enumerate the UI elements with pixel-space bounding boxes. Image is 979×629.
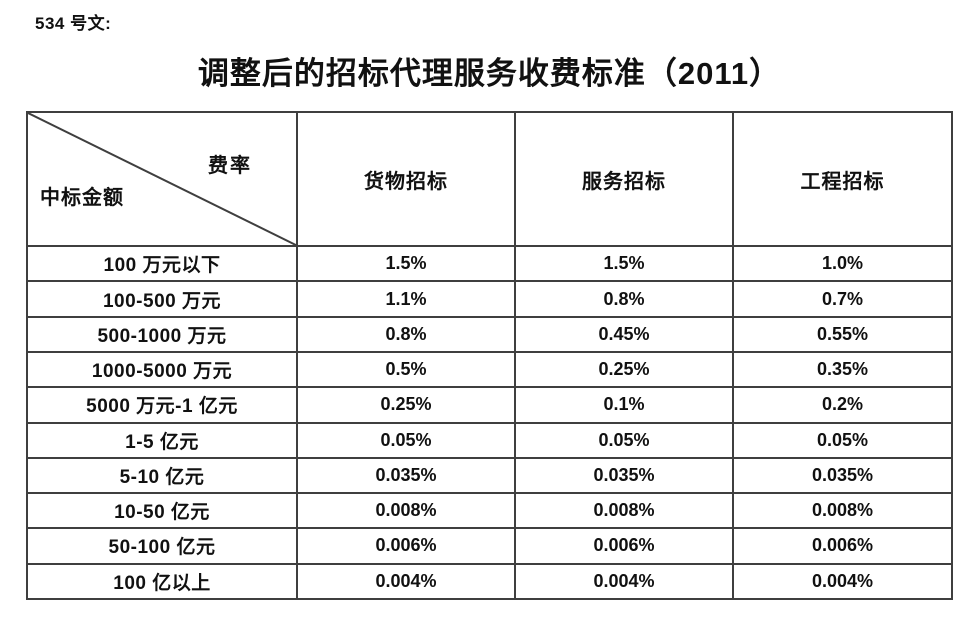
column-header-engineering: 工程招标 — [732, 110, 953, 248]
table-row: 100 万元以下 1.5% 1.5% 1.0% — [26, 245, 953, 283]
fee-standard-table: 费率 中标金额 货物招标 服务招标 工程招标 100 万元以下 1.5% 1.5… — [26, 110, 953, 601]
rate-cell: 0.004% — [296, 562, 516, 601]
rate-cell: 0.035% — [296, 456, 516, 495]
row-label: 5-10 亿元 — [26, 456, 298, 495]
diagonal-corner-cell: 费率 中标金额 — [26, 110, 298, 248]
rate-cell: 0.006% — [732, 527, 953, 565]
rate-cell: 0.05% — [514, 421, 734, 459]
rate-cell: 0.004% — [732, 562, 953, 601]
rate-cell: 0.25% — [296, 386, 516, 424]
rate-cell: 1.5% — [296, 245, 516, 283]
rate-cell: 0.05% — [296, 421, 516, 459]
corner-label-rate: 费率 — [208, 155, 252, 177]
rate-cell: 0.8% — [296, 315, 516, 353]
table-row: 10-50 亿元 0.008% 0.008% 0.008% — [26, 492, 953, 530]
rate-cell: 0.035% — [732, 456, 953, 495]
table-row: 5-10 亿元 0.035% 0.035% 0.035% — [26, 456, 953, 495]
rate-cell: 1.1% — [296, 280, 516, 318]
row-label: 100 亿以上 — [26, 562, 298, 601]
rate-cell: 0.5% — [296, 350, 516, 389]
rate-cell: 0.035% — [514, 456, 734, 495]
row-label: 100 万元以下 — [26, 245, 298, 283]
row-label: 50-100 亿元 — [26, 527, 298, 565]
row-label: 5000 万元-1 亿元 — [26, 386, 298, 424]
rate-cell: 0.008% — [514, 492, 734, 530]
table-row: 1-5 亿元 0.05% 0.05% 0.05% — [26, 421, 953, 459]
table-row: 50-100 亿元 0.006% 0.006% 0.006% — [26, 527, 953, 565]
table-row: 500-1000 万元 0.8% 0.45% 0.55% — [26, 315, 953, 353]
table-row: 1000-5000 万元 0.5% 0.25% 0.35% — [26, 350, 953, 389]
rate-cell: 0.7% — [732, 280, 953, 318]
table-row: 100-500 万元 1.1% 0.8% 0.7% — [26, 280, 953, 318]
column-header-goods: 货物招标 — [296, 110, 516, 248]
rate-cell: 0.45% — [514, 315, 734, 353]
rate-cell: 0.8% — [514, 280, 734, 318]
page-title: 调整后的招标代理服务收费标准（2011） — [197, 56, 782, 91]
rate-cell: 0.008% — [732, 492, 953, 530]
rate-cell: 0.2% — [732, 386, 953, 424]
rate-cell: 0.004% — [514, 562, 734, 601]
row-label: 10-50 亿元 — [26, 492, 298, 530]
table-header-row: 费率 中标金额 货物招标 服务招标 工程招标 — [26, 110, 953, 248]
rate-cell: 0.05% — [732, 421, 953, 459]
row-label: 100-500 万元 — [26, 280, 298, 318]
rate-cell: 0.25% — [514, 350, 734, 389]
rate-cell: 0.006% — [296, 527, 516, 565]
rate-cell: 0.008% — [296, 492, 516, 530]
column-header-services: 服务招标 — [514, 110, 734, 248]
doc-number: 534 号文: — [35, 14, 112, 33]
rate-cell: 0.006% — [514, 527, 734, 565]
rate-cell: 1.0% — [732, 245, 953, 283]
corner-label-amount: 中标金额 — [40, 187, 124, 209]
rate-cell: 0.1% — [514, 386, 734, 424]
rate-cell: 0.55% — [732, 315, 953, 353]
rate-cell: 1.5% — [514, 245, 734, 283]
diagonal-line — [28, 113, 296, 245]
table-row: 5000 万元-1 亿元 0.25% 0.1% 0.2% — [26, 386, 953, 424]
row-label: 1000-5000 万元 — [26, 350, 298, 389]
table-row: 100 亿以上 0.004% 0.004% 0.004% — [26, 562, 953, 601]
row-label: 500-1000 万元 — [26, 315, 298, 353]
row-label: 1-5 亿元 — [26, 421, 298, 459]
rate-cell: 0.35% — [732, 350, 953, 389]
